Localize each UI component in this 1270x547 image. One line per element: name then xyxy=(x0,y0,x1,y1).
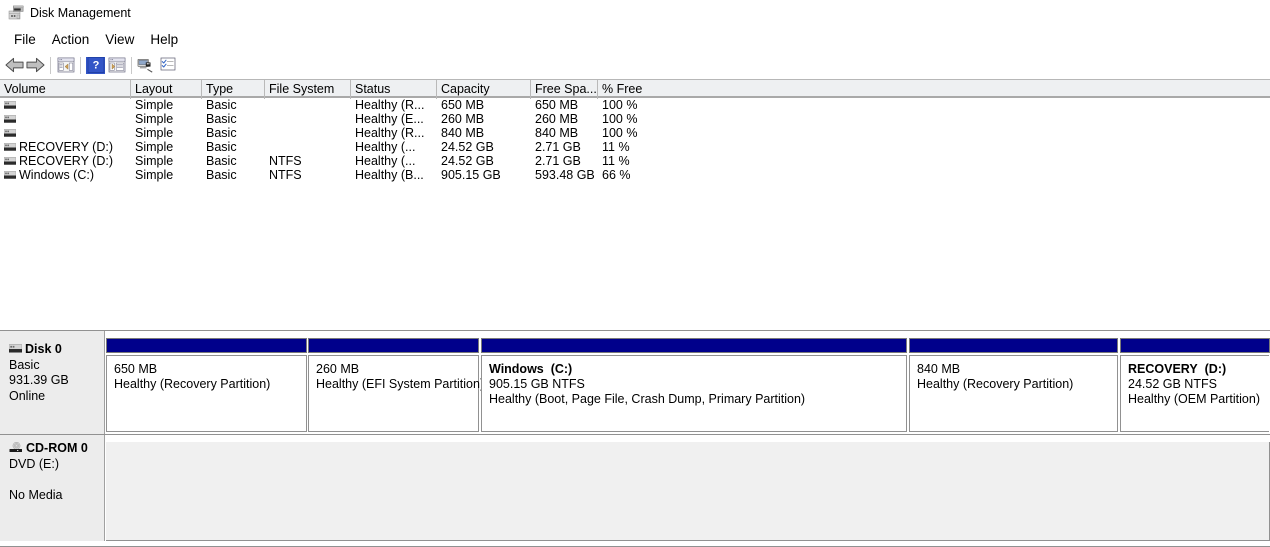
svg-text:?: ? xyxy=(92,60,99,72)
